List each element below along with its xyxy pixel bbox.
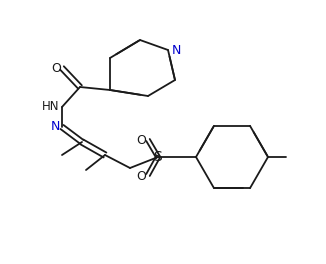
Text: O: O xyxy=(136,134,146,147)
Text: N: N xyxy=(171,44,181,56)
Text: S: S xyxy=(154,150,162,164)
Text: O: O xyxy=(136,171,146,183)
Text: O: O xyxy=(51,62,61,74)
Text: HN: HN xyxy=(42,101,60,114)
Text: N: N xyxy=(50,120,60,134)
